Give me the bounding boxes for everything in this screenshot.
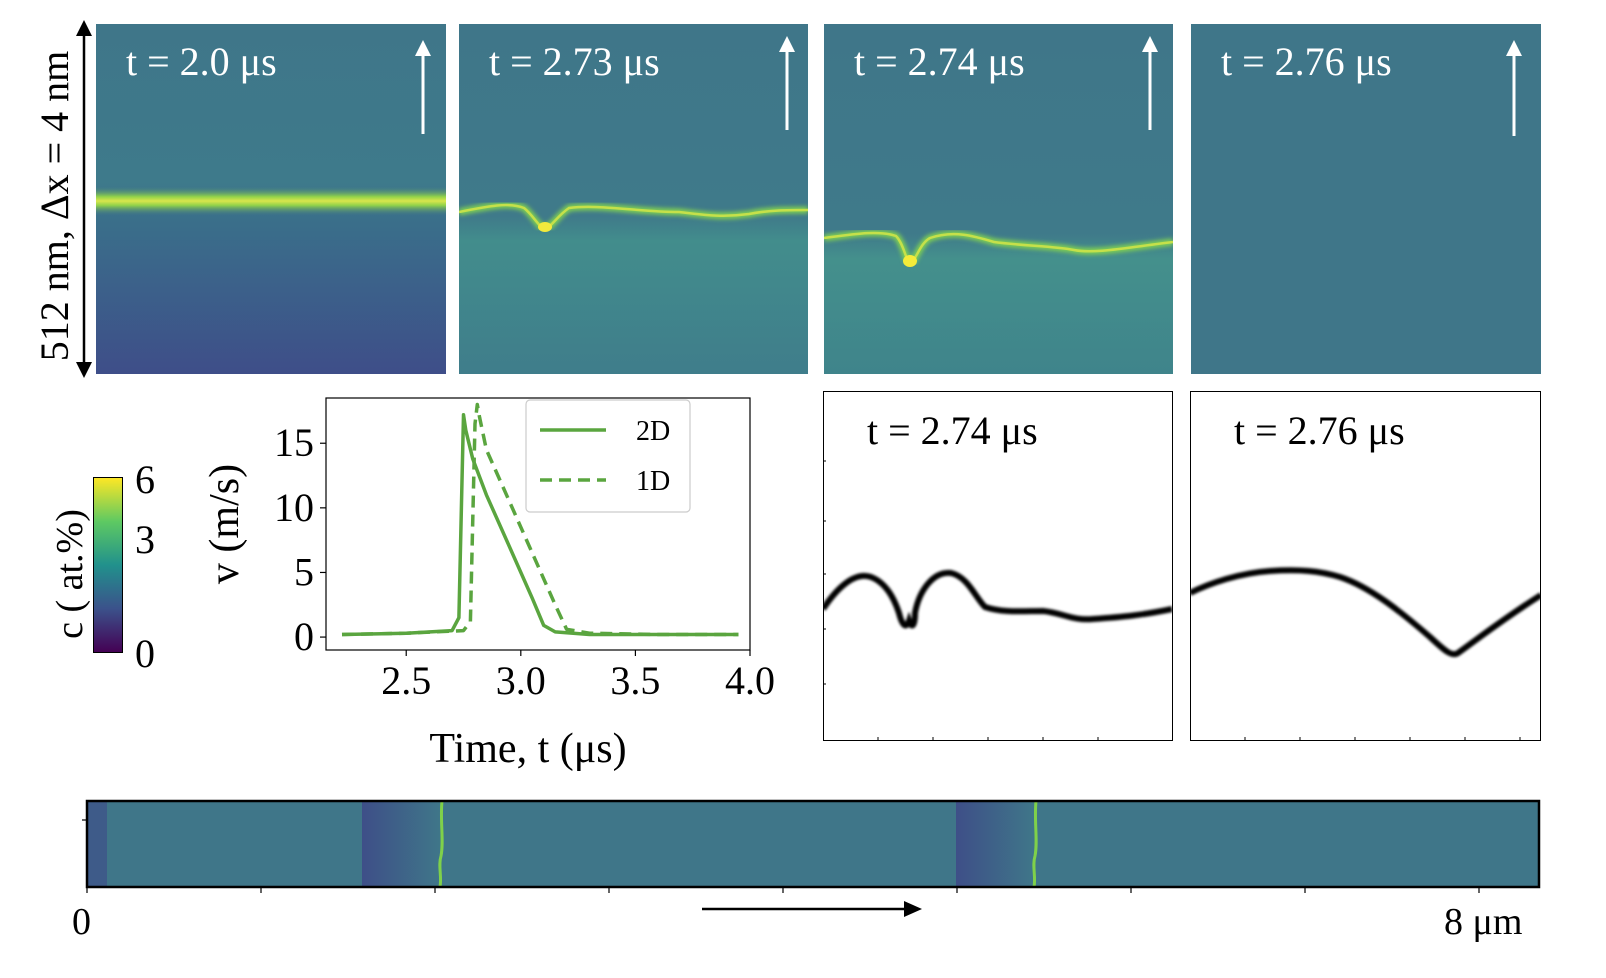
x-tick-label: 2.5 bbox=[381, 658, 431, 703]
time-label: t = 2.0 μs bbox=[126, 39, 277, 84]
colorbar bbox=[93, 477, 123, 653]
strip-left-label: 0 bbox=[72, 901, 91, 943]
vertical-scale-label: 512 nm, Δx = 4 nm bbox=[32, 50, 77, 362]
strip-right-label: 8 μm bbox=[1444, 901, 1523, 943]
top-panel-4: t = 2.76 μs bbox=[1191, 24, 1541, 374]
colorbar-title: c ( at.%) bbox=[49, 509, 91, 639]
concentration-map-2 bbox=[459, 24, 808, 374]
time-label: t = 2.74 μs bbox=[854, 39, 1025, 84]
simulation-strip bbox=[82, 799, 1541, 893]
interface-panel-2: t = 2.76 μs bbox=[1190, 391, 1541, 741]
y-tick-label: 15 bbox=[274, 420, 314, 465]
top-panel-3: t = 2.74 μs bbox=[824, 24, 1173, 374]
y-axis-label: v (m/s) bbox=[202, 464, 248, 584]
x-tick-label: 3.5 bbox=[610, 658, 660, 703]
interface-shape-2 bbox=[1190, 391, 1541, 741]
x-tick-label: 4.0 bbox=[725, 658, 775, 703]
time-label: t = 2.76 μs bbox=[1234, 408, 1405, 453]
time-label: t = 2.74 μs bbox=[867, 408, 1038, 453]
legend-label: 2D bbox=[636, 416, 670, 447]
y-tick-label: 10 bbox=[274, 485, 314, 530]
x-axis-label: Time, t (μs) bbox=[429, 726, 626, 772]
interface-panel-1: t = 2.74 μs bbox=[823, 391, 1173, 741]
top-panel-1: t = 2.0 μs bbox=[96, 24, 446, 374]
vertical-scale-arrow bbox=[76, 20, 92, 378]
direction-arrow bbox=[702, 901, 922, 917]
legend-label: 1D bbox=[636, 466, 670, 497]
x-tick-label: 3.0 bbox=[496, 658, 546, 703]
velocity-chart: 2.5 3.0 3.5 4.0 0 5 10 15 Time, t (μs) v (m/s) 2D 1… bbox=[202, 397, 775, 772]
concentration-map-3 bbox=[824, 24, 1173, 374]
y-tick-label: 5 bbox=[294, 549, 314, 594]
concentration-map-1 bbox=[96, 24, 446, 374]
time-label: t = 2.76 μs bbox=[1221, 39, 1392, 84]
series-line-1D bbox=[341, 402, 739, 637]
legend-box bbox=[525, 399, 691, 513]
colorbar-tick: 0 bbox=[135, 631, 155, 676]
top-panel-2: t = 2.73 μs bbox=[459, 24, 808, 374]
y-tick-label: 0 bbox=[294, 614, 314, 659]
series-line-2D bbox=[341, 413, 739, 637]
colorbar-tick: 6 bbox=[135, 457, 155, 502]
time-label: t = 2.73 μs bbox=[489, 39, 660, 84]
concentration-map-4 bbox=[1191, 24, 1541, 374]
colorbar-tick: 3 bbox=[135, 517, 155, 562]
interface-shape-1 bbox=[823, 391, 1173, 741]
